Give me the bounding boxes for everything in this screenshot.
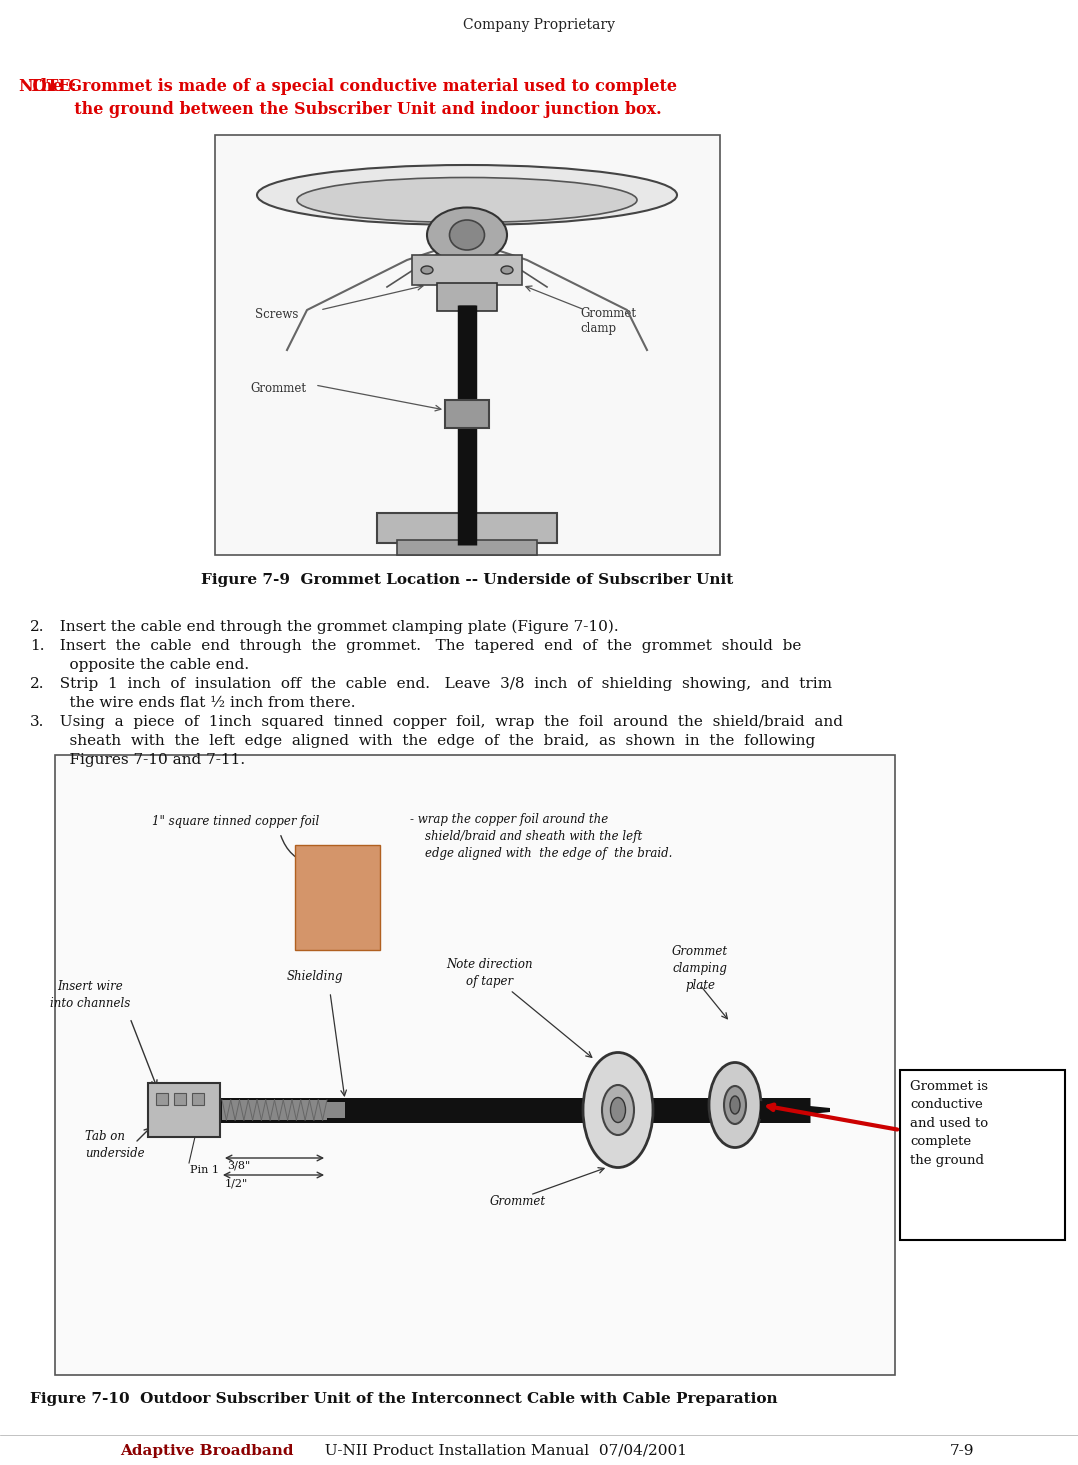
Text: Screws: Screws xyxy=(255,308,299,321)
Text: Company Proprietary: Company Proprietary xyxy=(462,18,616,32)
Text: the wire ends flat ½ inch from there.: the wire ends flat ½ inch from there. xyxy=(50,696,356,711)
Bar xyxy=(215,135,720,555)
Bar xyxy=(900,1069,1065,1239)
Text: shield/braid and sheath with the left: shield/braid and sheath with the left xyxy=(425,831,642,842)
Ellipse shape xyxy=(709,1062,761,1147)
Text: Insert wire
into channels: Insert wire into channels xyxy=(50,980,130,1009)
Bar xyxy=(174,1093,186,1105)
Bar xyxy=(445,400,489,428)
Text: - wrap the copper foil around the: - wrap the copper foil around the xyxy=(410,813,608,826)
Text: Adaptive Broadband: Adaptive Broadband xyxy=(120,1444,293,1458)
Bar xyxy=(377,513,557,544)
Ellipse shape xyxy=(610,1097,625,1122)
Bar xyxy=(148,1083,220,1137)
Bar xyxy=(327,1102,345,1118)
Text: Grommet
clamp: Grommet clamp xyxy=(580,308,636,335)
Ellipse shape xyxy=(501,267,513,274)
Ellipse shape xyxy=(602,1086,634,1135)
Bar xyxy=(295,845,381,949)
Text: 1" square tinned copper foil: 1" square tinned copper foil xyxy=(152,815,319,828)
Text: Grommet: Grommet xyxy=(490,1195,547,1209)
Text: 7-9: 7-9 xyxy=(950,1444,975,1458)
Text: Insert the cable end through the grommet clamping plate (Figure 7-10).: Insert the cable end through the grommet… xyxy=(50,620,619,634)
Text: Note direction
of taper: Note direction of taper xyxy=(446,958,534,987)
Text: Pin 1: Pin 1 xyxy=(190,1165,219,1175)
Text: 2.: 2. xyxy=(30,677,44,691)
Ellipse shape xyxy=(450,220,484,251)
Text: 3/8": 3/8" xyxy=(227,1160,250,1171)
Bar xyxy=(55,754,895,1376)
Ellipse shape xyxy=(298,177,637,223)
Text: Grommet: Grommet xyxy=(250,382,306,396)
Text: 1.: 1. xyxy=(30,639,44,653)
Text: NOTE:: NOTE: xyxy=(18,78,77,95)
Text: The Grommet is made of a special conductive material used to complete: The Grommet is made of a special conduct… xyxy=(18,78,677,95)
Ellipse shape xyxy=(257,166,677,226)
Text: Shielding: Shielding xyxy=(287,970,343,983)
Text: Tab on
underside: Tab on underside xyxy=(85,1130,144,1160)
Ellipse shape xyxy=(730,1096,740,1113)
Bar xyxy=(156,1093,168,1105)
Text: Grommet is
conductive
and used to
complete
the ground: Grommet is conductive and used to comple… xyxy=(910,1080,989,1168)
Bar xyxy=(412,255,522,286)
Ellipse shape xyxy=(427,208,507,262)
Text: 3.: 3. xyxy=(30,715,44,730)
Ellipse shape xyxy=(421,267,433,274)
Text: opposite the cable end.: opposite the cable end. xyxy=(50,658,249,672)
Text: sheath  with  the  left  edge  aligned  with  the  edge  of  the  braid,  as  sh: sheath with the left edge aligned with t… xyxy=(50,734,815,749)
Text: Using  a  piece  of  1inch  squared  tinned  copper  foil,  wrap  the  foil  aro: Using a piece of 1inch squared tinned co… xyxy=(50,715,843,730)
Text: Insert  the  cable  end  through  the  grommet.   The  tapered  end  of  the  gr: Insert the cable end through the grommet… xyxy=(50,639,801,653)
Bar xyxy=(397,541,537,555)
Polygon shape xyxy=(760,1102,830,1119)
Text: the ground between the Subscriber Unit and indoor junction box.: the ground between the Subscriber Unit a… xyxy=(18,101,662,119)
Ellipse shape xyxy=(583,1052,653,1168)
Text: Strip  1  inch  of  insulation  off  the  cable  end.   Leave  3/8  inch  of  sh: Strip 1 inch of insulation off the cable… xyxy=(50,677,832,691)
Text: 1/2": 1/2" xyxy=(225,1178,248,1188)
Ellipse shape xyxy=(724,1086,746,1124)
Text: Figure 7-9  Grommet Location -- Underside of Subscriber Unit: Figure 7-9 Grommet Location -- Underside… xyxy=(201,573,733,587)
Bar xyxy=(192,1093,204,1105)
Text: 2.: 2. xyxy=(30,620,44,634)
Text: U-NII Product Installation Manual  07/04/2001: U-NII Product Installation Manual 07/04/… xyxy=(315,1444,687,1458)
Text: Figures 7-10 and 7-11.: Figures 7-10 and 7-11. xyxy=(50,753,245,768)
Bar xyxy=(437,283,497,311)
Text: Grommet
clamping
plate: Grommet clamping plate xyxy=(672,945,728,992)
Bar xyxy=(222,1100,327,1121)
Text: edge aligned with  the edge of  the braid.: edge aligned with the edge of the braid. xyxy=(425,847,673,860)
Text: Figure 7-10  Outdoor Subscriber Unit of the Interconnect Cable with Cable Prepar: Figure 7-10 Outdoor Subscriber Unit of t… xyxy=(30,1392,777,1406)
